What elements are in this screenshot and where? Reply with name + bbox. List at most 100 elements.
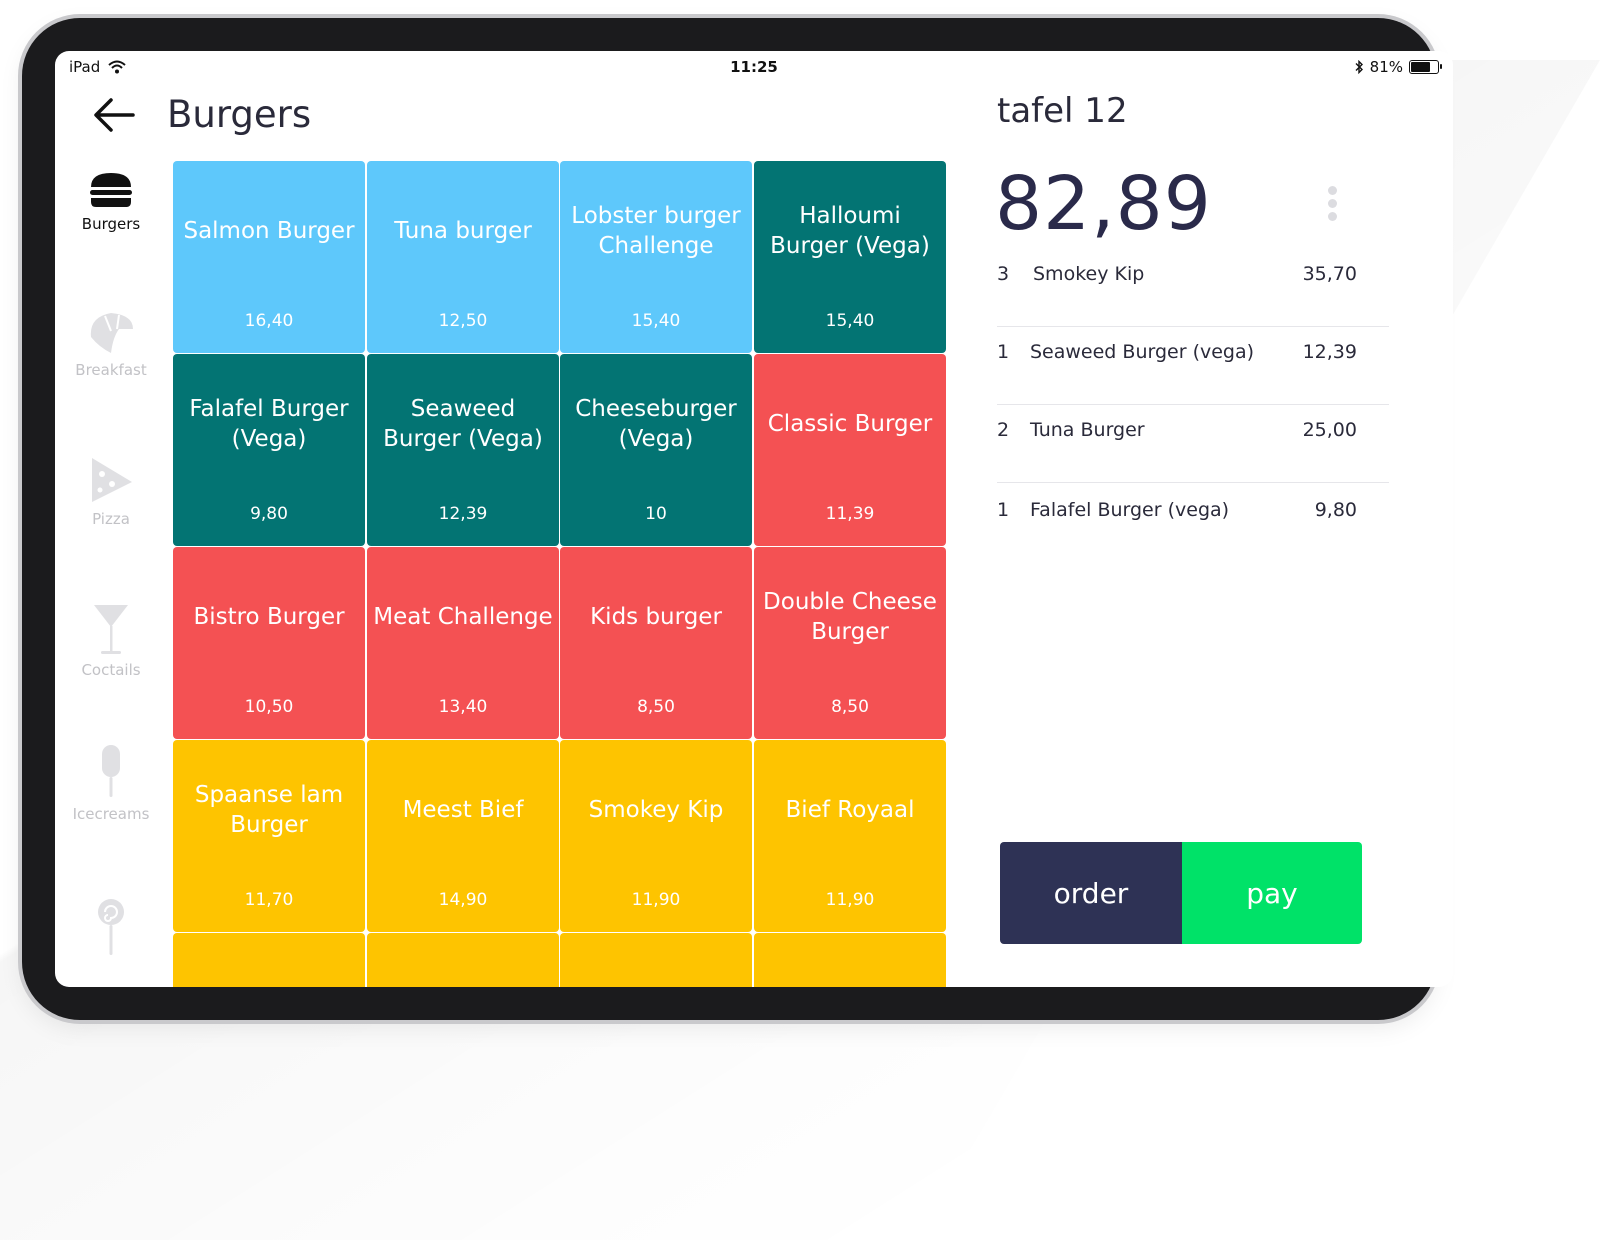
divider [997,326,1389,327]
product-tile[interactable]: Salmon Burger 16,40 [173,161,365,353]
product-tile[interactable]: Falafel Burger (Vega) 9,80 [173,354,365,546]
app-screen: iPad 11:25 81% Burgers [55,51,1453,987]
product-price: 11,39 [825,504,875,524]
clock: 11:25 [730,58,778,76]
order-item-price: 35,70 [1302,263,1357,285]
product-name: Classic Burger [767,411,933,437]
page-title: Burgers [167,93,312,136]
icecream-icon [102,745,120,797]
device-name: iPad [69,58,101,76]
order-item-name: Seaweed Burger (vega) [1030,341,1255,363]
back-button[interactable] [91,95,139,135]
lollipop-icon [98,899,124,955]
croissant-icon [90,313,133,353]
order-total: 82,89 [995,161,1212,247]
product-tile[interactable]: Classic Burger 11,39 [754,354,946,546]
product-price: 16,40 [244,311,294,331]
product-name: Cheeseburger (Vega) [575,396,737,452]
product-price: 11,70 [244,890,294,910]
sidebar-item-pizza[interactable]: Pizza [55,456,167,528]
product-price: 13,40 [438,697,488,717]
product-name: Kids burger [590,604,722,630]
order-item[interactable]: 1 Seaweed Burger (vega) 12,39 [997,327,1389,405]
product-price: 8,50 [831,697,869,717]
product-tile[interactable]: Meat Challenge 13,40 [367,547,559,739]
pizza-icon [92,458,132,502]
product-name: Spaanse lam Burger [194,782,344,838]
order-item-qty: 1 [997,499,1010,521]
product-name: Halloumi Burger (Vega) [770,203,930,259]
product-name: Smokey Kip [588,797,724,823]
sidebar-item-coctails[interactable]: Coctails [55,603,167,679]
product-name [179,933,359,987]
order-item-qty: 3 [997,263,1010,285]
product-name: Salmon Burger [183,218,355,244]
order-item[interactable]: 2 Tuna Burger 25,00 [997,405,1389,483]
product-price: 15,40 [631,311,681,331]
product-price: 15,40 [825,311,875,331]
product-name [760,933,940,987]
order-item-qty: 2 [997,419,1010,441]
product-name: Bistro Burger [193,604,345,630]
product-tile[interactable]: Double Cheese Burger 8,50 [754,547,946,739]
pay-button[interactable]: pay [1182,842,1362,944]
sidebar-item-icecreams[interactable]: Icecreams [55,743,167,823]
product-tile[interactable]: Cheeseburger (Vega) 10 [560,354,752,546]
product-name: Lobster burger Challenge [571,203,741,259]
product-tile[interactable]: Bistro Burger 10,50 [173,547,365,739]
sidebar-item-breakfast[interactable]: Breakfast [55,307,167,379]
product-tile[interactable]: Lobster burger Challenge 15,40 [560,161,752,353]
product-tile[interactable]: Seaweed Burger (Vega) 12,39 [367,354,559,546]
sidebar-item-label: Breakfast [75,361,147,379]
product-grid: Salmon Burger 16,40 Tuna burger 12,50 Lobste… [173,161,969,987]
burger-icon [90,173,132,207]
product-price: 10,50 [244,697,294,717]
order-item-qty: 1 [997,341,1010,363]
order-item[interactable]: 1 Falafel Burger (vega) 9,80 [997,485,1389,563]
bluetooth-icon [1355,60,1363,74]
sidebar-item-label: Pizza [92,510,130,528]
cocktail-icon [94,605,128,654]
battery-icon [1409,60,1442,74]
order-item-name: Tuna Burger [1030,419,1145,441]
product-tile[interactable]: Smokey Kip 11,90 [560,740,752,932]
order-item[interactable]: 3 Smokey Kip 35,70 [997,249,1389,327]
product-tile[interactable]: Tuna burger 12,50 [367,161,559,353]
product-name: Bief Royaal [785,797,915,823]
product-tile[interactable] [560,933,752,987]
product-tile[interactable]: Halloumi Burger (Vega) 15,40 [754,161,946,353]
status-bar: iPad 11:25 81% [55,51,1453,83]
product-tile[interactable]: Bief Royaal 11,90 [754,740,946,932]
product-tile[interactable]: Kids burger 8,50 [560,547,752,739]
product-name: Falafel Burger (Vega) [189,396,349,452]
product-name: Meat Challenge [373,604,553,630]
divider [997,482,1389,483]
product-tile[interactable]: Meest Bief 14,90 [367,740,559,932]
product-name: Tuna burger [394,218,532,244]
product-price: 9,80 [250,504,288,524]
product-tile[interactable] [754,933,946,987]
wifi-icon [108,60,126,74]
product-name [373,933,553,987]
product-price: 14,90 [438,890,488,910]
product-name: Meest Bief [402,797,524,823]
order-button[interactable]: order [1000,842,1182,944]
sidebar-item-lollipop[interactable] [55,897,167,957]
product-name: Seaweed Burger (Vega) [383,396,543,452]
product-price: 12,50 [438,311,488,331]
product-price: 10 [645,504,667,524]
product-name: Double Cheese Burger [763,589,937,645]
sidebar-item-label: Coctails [81,661,141,679]
sidebar-item-label: Burgers [81,215,141,233]
sidebar-item-burgers[interactable]: Burgers [55,171,167,233]
order-item-price: 9,80 [1314,499,1357,521]
order-item-name: Falafel Burger (vega) [1030,499,1230,521]
product-price: 8,50 [637,697,675,717]
more-options-icon[interactable] [1325,186,1339,230]
product-tile[interactable] [367,933,559,987]
product-tile[interactable]: Spaanse lam Burger 11,70 [173,740,365,932]
table-name: tafel 12 [997,91,1128,131]
product-tile[interactable] [173,933,365,987]
arrow-left-icon [94,98,135,132]
product-price: 12,39 [438,504,488,524]
